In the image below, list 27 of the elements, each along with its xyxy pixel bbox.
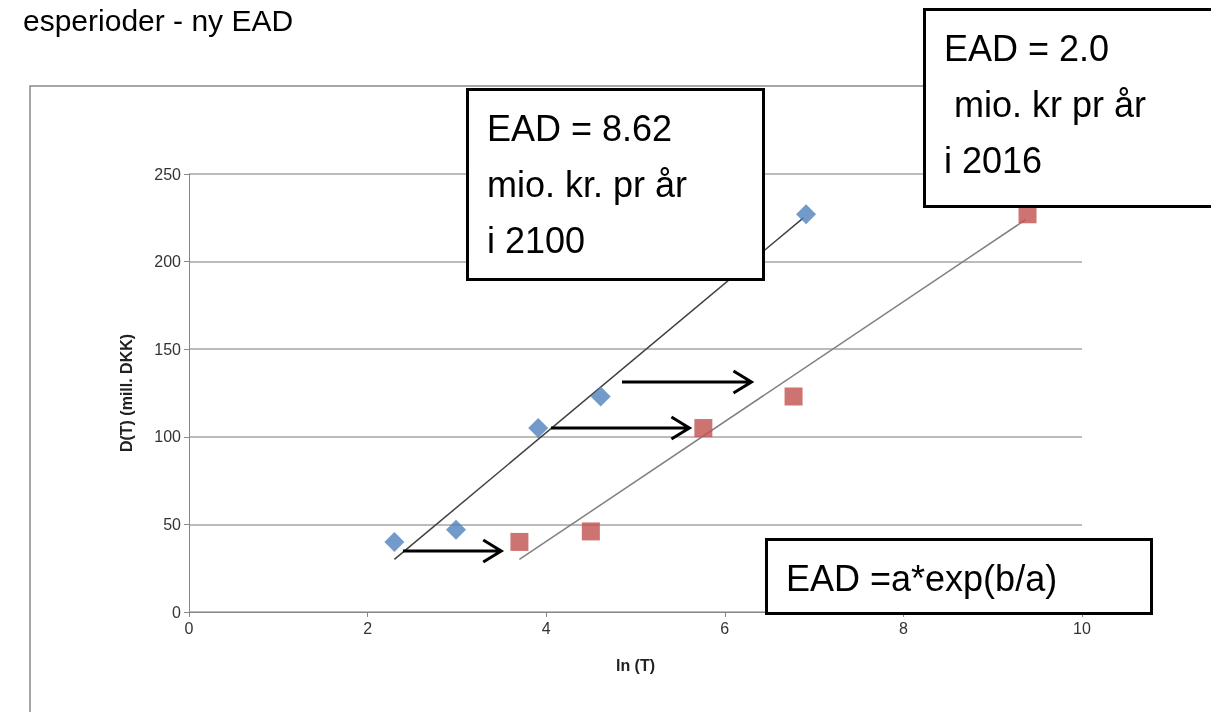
x-tick-label: 0 bbox=[184, 619, 194, 637]
point bbox=[446, 519, 467, 540]
chart-title: esperioder - ny EAD bbox=[23, 3, 294, 37]
point bbox=[528, 418, 549, 439]
y-tick-label: 200 bbox=[154, 253, 182, 271]
text-box: EAD =a*exp(b/a) bbox=[765, 538, 1153, 615]
x-axis-title: ln (T) bbox=[615, 656, 656, 674]
x-tick-label: 10 bbox=[1073, 619, 1091, 637]
point bbox=[590, 386, 611, 407]
y-tick-label: 0 bbox=[172, 603, 182, 621]
x-tick-label: 8 bbox=[898, 619, 908, 637]
point bbox=[510, 532, 529, 551]
y-tick-label: 150 bbox=[154, 340, 182, 358]
point bbox=[694, 419, 713, 438]
point bbox=[784, 387, 803, 406]
x-tick-label: 6 bbox=[720, 619, 730, 637]
point bbox=[384, 531, 405, 552]
text-box: EAD = 8.62 mio. kr. pr år i 2100 bbox=[466, 88, 765, 281]
x-tick-label: 2 bbox=[363, 619, 373, 637]
y-tick-label: 250 bbox=[154, 165, 182, 183]
y-axis-title: D(T) (mill. DKK) bbox=[117, 333, 135, 453]
y-tick-label: 50 bbox=[163, 515, 182, 533]
point bbox=[581, 522, 600, 541]
text-box: EAD = 2.0 mio. kr pr år i 2016 bbox=[923, 8, 1211, 208]
y-tick-label: 100 bbox=[154, 428, 182, 446]
x-tick-label: 4 bbox=[541, 619, 551, 637]
point bbox=[796, 204, 817, 225]
